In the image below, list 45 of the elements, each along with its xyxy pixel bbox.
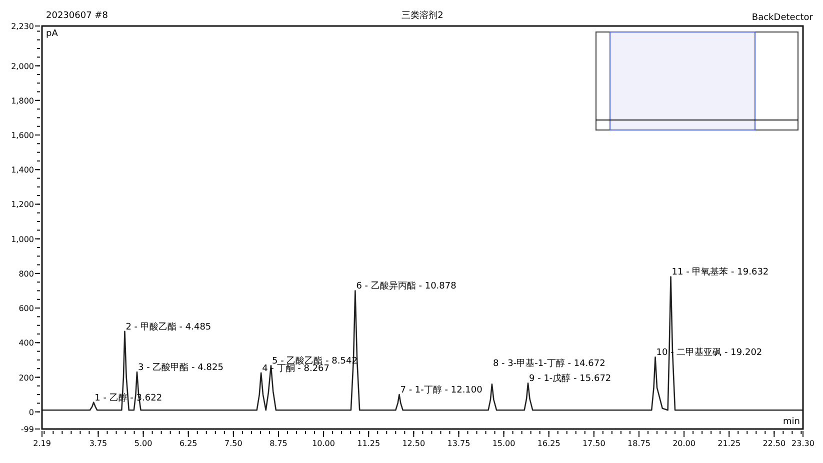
y-tick-label: 1,400 xyxy=(11,166,34,175)
x-tick-label: 5.00 xyxy=(134,439,152,448)
y-tick-label: 2,000 xyxy=(11,62,34,71)
x-tick-label: 10.00 xyxy=(312,439,335,448)
x-tick-label: 7.50 xyxy=(224,439,242,448)
y-tick-label: 1,000 xyxy=(11,234,34,244)
y-tick-label: 200 xyxy=(18,373,34,382)
x-tick-label: 2.19 xyxy=(33,439,51,448)
x-tick-label: 11.25 xyxy=(357,439,380,448)
annotation: 2 - 甲酸乙酯 - 4.485 xyxy=(126,321,212,332)
x-tick-label: 17.50 xyxy=(582,439,606,448)
x-tick-label: 15.00 xyxy=(492,439,516,448)
x-tick-label: 3.75 xyxy=(89,439,108,448)
annotation: 7 - 1-丁醇 - 12.100 xyxy=(400,384,483,396)
x-tick-label: 22.50 xyxy=(762,439,786,448)
x-tick-label: 16.25 xyxy=(537,439,560,448)
x-tick-label: 13.75 xyxy=(447,439,470,448)
y-tick-label: 1,200 xyxy=(11,200,34,210)
annotation: 11 - 甲氧基苯 - 19.632 xyxy=(672,266,769,278)
annotation: 6 - 乙酸异丙酯 - 10.878 xyxy=(356,280,457,292)
chart-subtitle: 20230607 #8 xyxy=(46,11,108,21)
annotation: 8 - 3-甲基-1-丁醇 - 14.672 xyxy=(492,358,606,370)
annotation: 9 - 1-戊醇 - 15.672 xyxy=(529,373,612,384)
y-tick-label: 1,600 xyxy=(11,131,34,140)
x-tick-label: 20.00 xyxy=(672,439,696,448)
annotation: 3 - 乙酸甲酯 - 4.825 xyxy=(138,362,224,374)
text: BackDetector xyxy=(752,13,814,23)
y-tick-label: -99 xyxy=(20,425,34,434)
y-tick-label: 600 xyxy=(18,304,34,314)
annotation: 10 - 二甲基亚砜 - 19.202 xyxy=(656,347,762,358)
x-tick-label: 18.75 xyxy=(628,439,650,448)
y-tick-label: 0 xyxy=(28,408,34,417)
y-tick-label: 400 xyxy=(18,338,34,348)
x-tick-label: 8.75 xyxy=(270,439,288,448)
x-axis-title: min xyxy=(783,417,800,427)
line-series xyxy=(41,276,804,411)
y-tick-label: 1,800 xyxy=(11,96,34,106)
x-tick-label: 12.50 xyxy=(402,439,426,448)
y-tick-label: 2,230 xyxy=(11,22,34,31)
x-tick-label: 23.30 xyxy=(792,439,814,448)
x-tick-label: 6.25 xyxy=(179,439,198,448)
y-tick-label: 800 xyxy=(18,269,34,278)
y-axis-title: pA xyxy=(46,29,59,39)
x-tick-label: 21.25 xyxy=(718,439,741,448)
chart-title: 三类溶剂2 xyxy=(402,10,444,21)
